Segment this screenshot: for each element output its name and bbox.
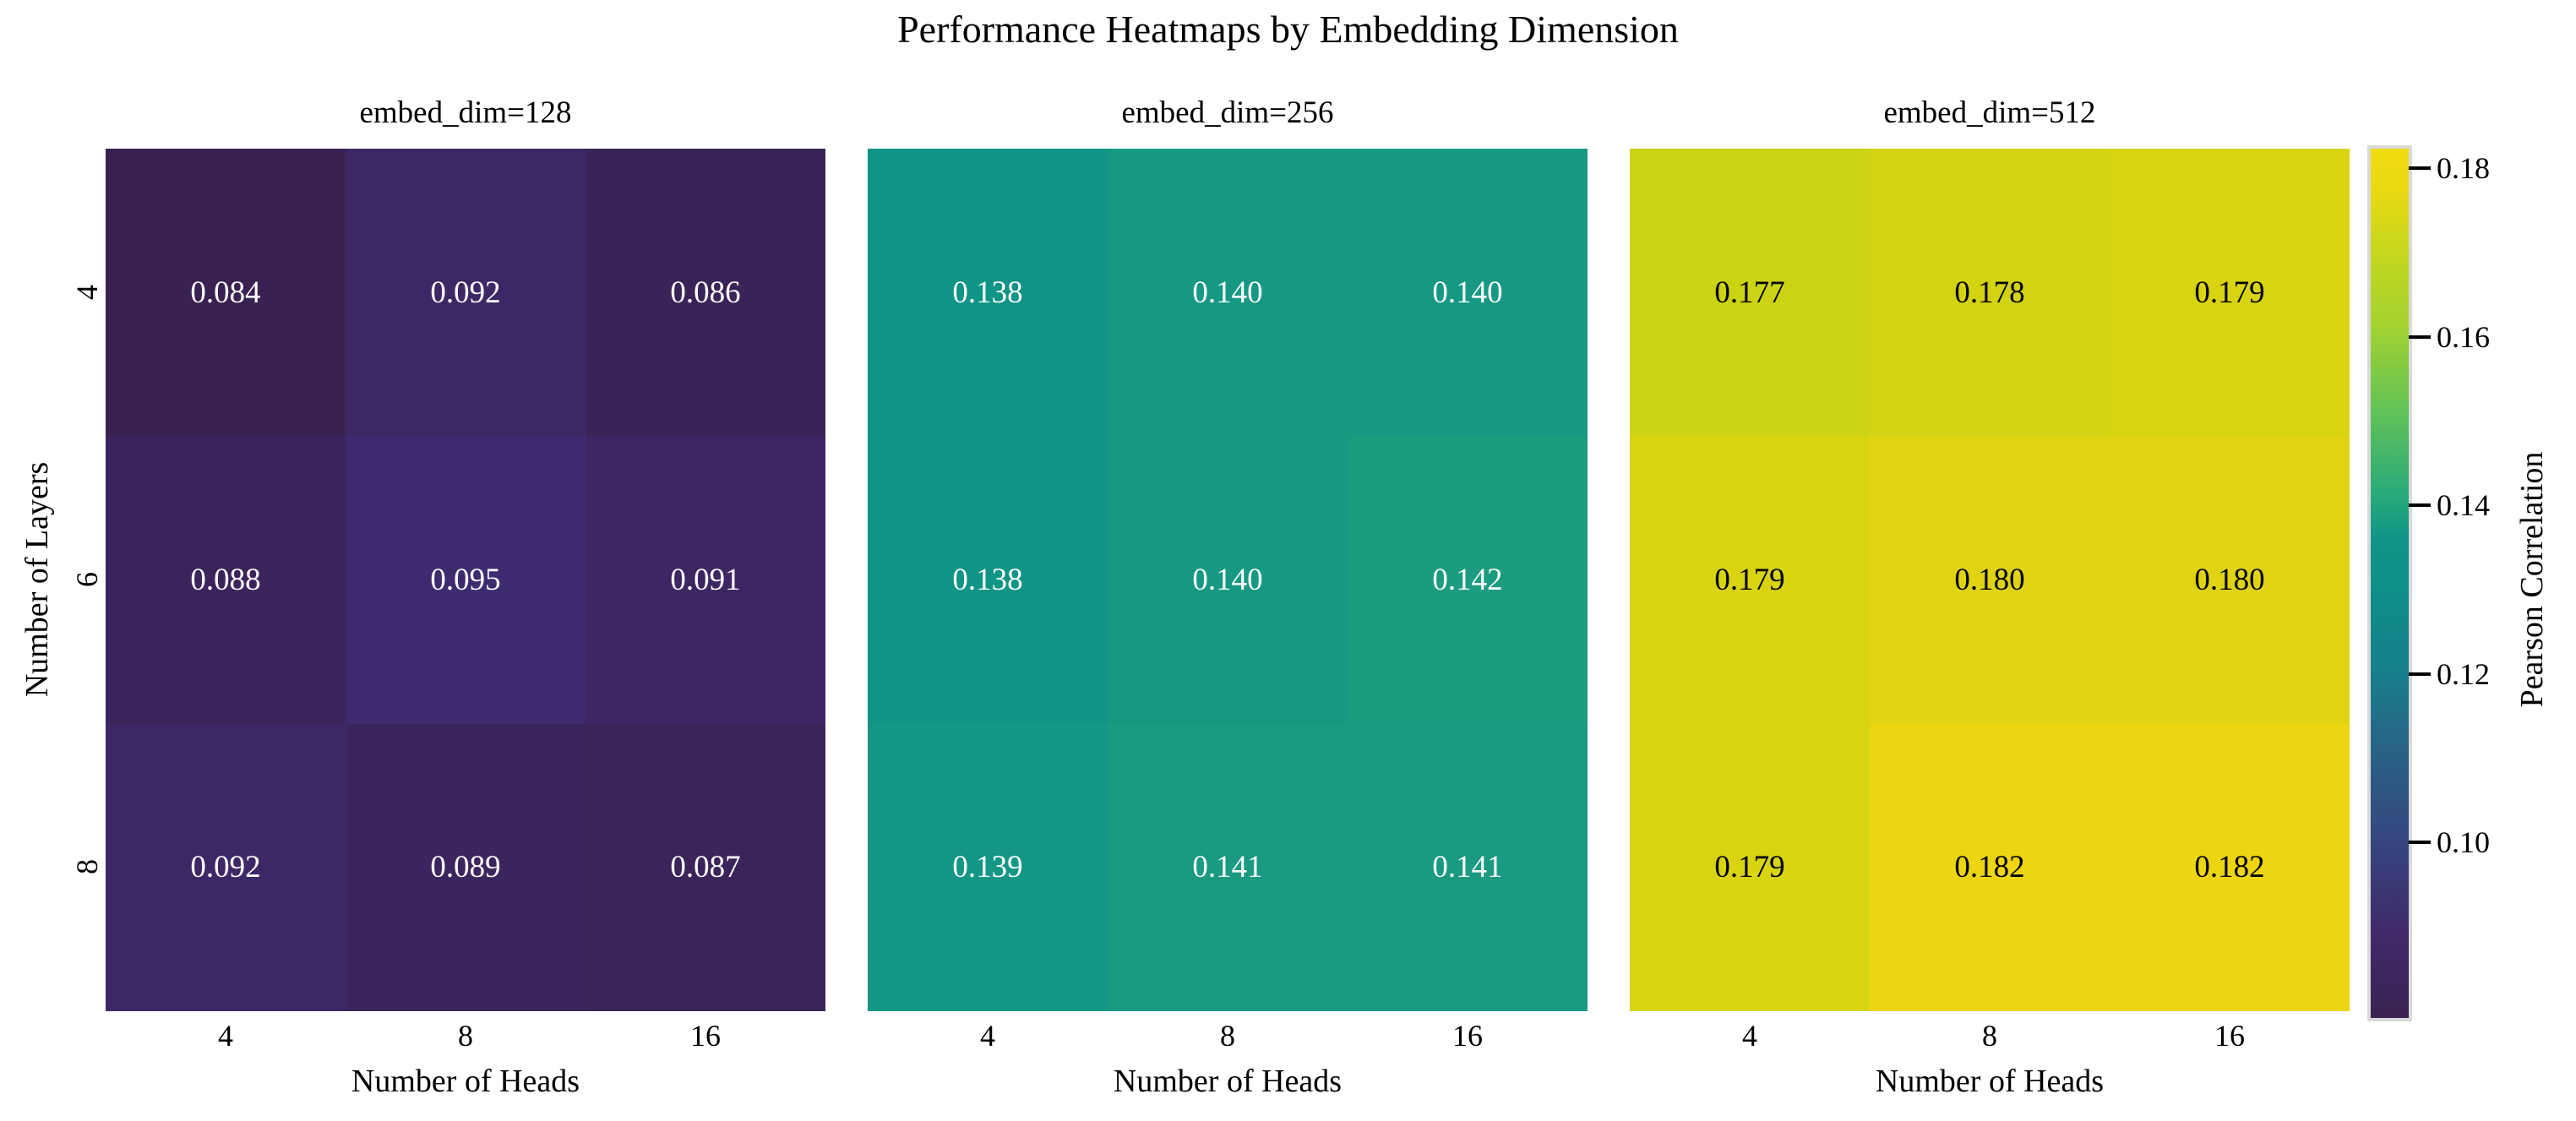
cell-value: 0.138 <box>952 562 1023 597</box>
y-tick-label: 6 <box>70 572 104 587</box>
x-tick-label: 16 <box>2214 1019 2245 1053</box>
heatmap-cell: 0.182 <box>1870 723 2110 1011</box>
heatmap-cell: 0.095 <box>346 436 585 724</box>
cell-value: 0.141 <box>1432 850 1503 885</box>
x-tick-label: 4 <box>1742 1019 1757 1053</box>
colorbar-tick <box>2409 166 2431 170</box>
cell-value: 0.177 <box>1714 275 1785 310</box>
cell-value: 0.140 <box>1192 562 1263 597</box>
heatmap-cell: 0.092 <box>106 723 346 1011</box>
cell-value: 0.139 <box>952 850 1023 885</box>
y-tick-label: 4 <box>70 285 104 300</box>
heatmap-cell: 0.178 <box>1870 149 2110 437</box>
heatmap-cell: 0.138 <box>868 436 1108 724</box>
y-axis-label: Number of Layers <box>19 461 55 698</box>
cell-value: 0.087 <box>670 850 741 885</box>
cell-value: 0.178 <box>1954 275 2025 310</box>
heatmap-cell: 0.141 <box>1108 723 1348 1011</box>
heatmap-cell: 0.140 <box>1348 149 1588 437</box>
cell-value: 0.141 <box>1192 850 1263 885</box>
cell-value: 0.091 <box>670 562 741 597</box>
heatmap-cell: 0.177 <box>1630 149 1870 437</box>
cell-value: 0.182 <box>1954 850 2025 885</box>
heatmap-cell: 0.139 <box>868 723 1108 1011</box>
colorbar-tick-label: 0.10 <box>2437 825 2490 860</box>
heatmap-cell: 0.140 <box>1108 149 1348 437</box>
x-tick-labels: 4 8 16 <box>1630 1018 2350 1053</box>
x-tick-labels: 4 8 16 <box>106 1018 825 1053</box>
panel-title: embed_dim=256 <box>1121 95 1334 130</box>
colorbar-label: Pearson Correlation <box>2514 451 2550 708</box>
heatmap-cell: 0.088 <box>106 436 346 724</box>
heatmap-cell: 0.179 <box>1630 436 1870 724</box>
heatmap-grid: 0.084 0.092 0.086 0.088 0.095 0.091 0.092 0.089… <box>106 149 825 1011</box>
heatmap-cell: 0.138 <box>868 149 1108 437</box>
heatmap-cell: 0.087 <box>585 723 825 1011</box>
x-tick-label: 8 <box>1982 1019 1997 1053</box>
heatmap-cell: 0.091 <box>585 436 825 724</box>
cell-value: 0.179 <box>1714 562 1785 597</box>
heatmap-cell: 0.092 <box>346 149 585 437</box>
x-tick-label: 8 <box>1220 1019 1235 1053</box>
panel-title: embed_dim=512 <box>1883 95 2096 130</box>
heatmap-cell: 0.180 <box>1870 436 2110 724</box>
cell-value: 0.088 <box>190 562 261 597</box>
heatmap-cell: 0.089 <box>346 723 585 1011</box>
cell-value: 0.095 <box>430 562 501 597</box>
cell-value: 0.092 <box>430 275 501 310</box>
heatmap-cell: 0.140 <box>1108 436 1348 724</box>
cell-value: 0.182 <box>2194 850 2265 885</box>
x-axis-label: Number of Heads <box>351 1064 580 1099</box>
colorbar-tick-label: 0.16 <box>2437 319 2490 354</box>
colorbar-tick <box>2409 841 2431 845</box>
x-tick-label: 4 <box>980 1019 995 1053</box>
heatmap-panel: embed_dim=128 0.084 0.092 0.086 0.088 0.095 0.… <box>106 95 825 1099</box>
colorbar-tick-label: 0.14 <box>2437 488 2490 523</box>
heatmap-grid: 0.177 0.178 0.179 0.179 0.180 0.180 0.179 0.182… <box>1630 149 2350 1011</box>
heatmap-cell: 0.084 <box>106 149 346 437</box>
cell-value: 0.142 <box>1432 562 1503 597</box>
x-tick-label: 8 <box>458 1019 473 1053</box>
cell-value: 0.092 <box>190 850 261 885</box>
colorbar-tick <box>2409 672 2431 676</box>
cell-value: 0.138 <box>952 275 1023 310</box>
chart-title: Performance Heatmaps by Embedding Dimens… <box>897 8 1679 51</box>
x-tick-label: 16 <box>690 1019 721 1053</box>
cell-value: 0.180 <box>2194 562 2265 597</box>
cell-value: 0.180 <box>1954 562 2025 597</box>
colorbar-tick-label: 0.12 <box>2437 656 2490 691</box>
cell-value: 0.089 <box>430 850 501 885</box>
colorbar-gradient <box>2371 149 2409 1018</box>
panel-title: embed_dim=128 <box>359 95 572 130</box>
heatmap-cell: 0.086 <box>585 149 825 437</box>
heatmap-grid: 0.138 0.140 0.140 0.138 0.140 0.142 0.139 0.141… <box>868 149 1588 1011</box>
y-tick-label: 8 <box>70 859 104 874</box>
cell-value: 0.086 <box>670 275 741 310</box>
colorbar-tick <box>2409 335 2431 339</box>
cell-value: 0.140 <box>1432 275 1503 310</box>
heatmap-cell: 0.180 <box>2110 436 2350 724</box>
x-tick-label: 16 <box>1452 1019 1483 1053</box>
colorbar-tick-label: 0.18 <box>2437 150 2490 185</box>
x-axis-label: Number of Heads <box>1875 1064 2105 1099</box>
x-axis-label: Number of Heads <box>1113 1064 1342 1099</box>
heatmap-cell: 0.182 <box>2110 723 2350 1011</box>
cell-value: 0.179 <box>2194 275 2265 310</box>
x-tick-labels: 4 8 16 <box>868 1018 1588 1053</box>
colorbar-tick <box>2409 503 2431 508</box>
heatmap-cell: 0.179 <box>1630 723 1870 1011</box>
heatmap-cell: 0.142 <box>1348 436 1588 724</box>
cell-value: 0.179 <box>1714 850 1785 885</box>
heatmap-cell: 0.179 <box>2110 149 2350 437</box>
cell-value: 0.084 <box>190 275 261 310</box>
heatmap-cell: 0.141 <box>1348 723 1588 1011</box>
cell-value: 0.140 <box>1192 275 1263 310</box>
heatmap-panel: embed_dim=512 0.177 0.178 0.179 0.179 0.180 0.… <box>1630 95 2350 1099</box>
colorbar <box>2367 145 2412 1021</box>
x-tick-label: 4 <box>218 1019 233 1053</box>
heatmap-panel: embed_dim=256 0.138 0.140 0.140 0.138 0.140 0.… <box>868 95 1588 1099</box>
